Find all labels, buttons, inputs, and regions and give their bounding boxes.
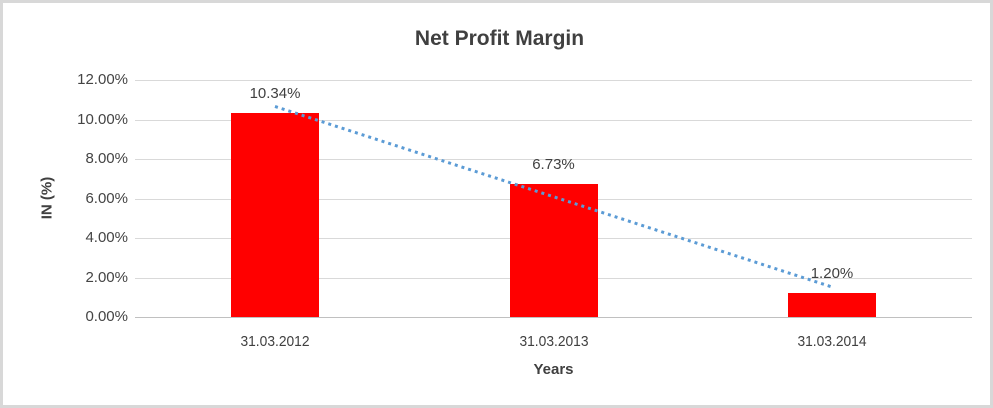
data-label: 1.20% — [810, 265, 854, 283]
bar — [231, 112, 319, 317]
bar — [788, 293, 876, 317]
data-label: 10.34% — [249, 84, 301, 102]
x-tick-label: 31.03.2012 — [240, 333, 310, 350]
y-tick-label: 2.00% — [85, 268, 128, 286]
y-tick-label: 10.00% — [77, 110, 128, 128]
x-tick-label: 31.03.2013 — [518, 333, 589, 350]
y-tick-label: 4.00% — [85, 229, 128, 246]
x-axis-title: Years — [533, 361, 574, 378]
y-tick-label: 0.00% — [85, 308, 128, 325]
y-tick-label: 6.00% — [85, 189, 128, 207]
gridline — [135, 80, 972, 81]
x-tick-label: 31.03.2014 — [797, 333, 867, 350]
x-axis-line — [135, 317, 972, 318]
y-tick-label: 8.00% — [85, 150, 128, 167]
y-tick-label: 12.00% — [77, 71, 128, 88]
bar — [509, 184, 598, 317]
chart-title: Net Profit Margin — [414, 27, 585, 50]
data-label: 6.73% — [532, 156, 575, 174]
